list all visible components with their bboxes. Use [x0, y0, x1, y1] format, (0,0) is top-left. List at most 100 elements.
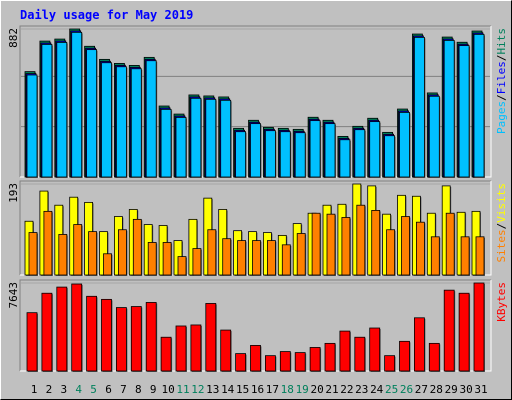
bar: [460, 236, 470, 276]
bar: [88, 231, 97, 276]
bar: [26, 74, 38, 178]
panel-frame: [19, 279, 491, 371]
x-tick-label: 10: [161, 383, 174, 396]
bar: [309, 120, 321, 178]
bar: [222, 238, 232, 276]
x-tick-label: 17: [266, 383, 279, 396]
x-tick-label: 24: [370, 383, 384, 396]
bar: [101, 298, 112, 372]
bar: [475, 236, 485, 276]
bar: [401, 216, 410, 276]
panel-frame: [19, 25, 491, 177]
bar: [384, 355, 396, 372]
bar: [369, 327, 381, 372]
bar: [356, 204, 366, 276]
bar: [205, 303, 217, 372]
bar: [324, 342, 336, 372]
bar: [43, 210, 53, 276]
bar: [339, 330, 351, 372]
bar: [281, 244, 291, 276]
bar: [294, 352, 306, 372]
x-tick-label: 27: [415, 383, 428, 396]
bar: [326, 213, 336, 276]
bar: [190, 97, 202, 178]
x-tick-label: 26: [400, 383, 413, 396]
bar: [116, 307, 127, 372]
x-tick-label: 25: [385, 383, 398, 396]
bar: [207, 229, 217, 276]
bar: [103, 253, 112, 276]
x-tick-label: 30: [459, 383, 472, 396]
y-max-label: 7643: [7, 282, 20, 309]
bar: [279, 351, 291, 372]
x-tick-label: 15: [236, 383, 249, 396]
bar: [220, 329, 232, 372]
bar: [145, 60, 157, 178]
legend-entry: Sites: [495, 229, 508, 262]
bar: [28, 232, 38, 276]
bar: [41, 292, 53, 372]
bar: [147, 242, 157, 276]
bar: [443, 289, 455, 372]
x-tick-label: 1: [31, 383, 38, 396]
legend-separator: /: [495, 55, 508, 62]
bar: [71, 31, 83, 178]
x-tick-label: 14: [221, 383, 235, 396]
bar: [175, 117, 187, 178]
bar: [458, 45, 470, 178]
bar: [266, 240, 276, 276]
x-tick-label: 5: [90, 383, 97, 396]
x-tick-label: 22: [340, 383, 353, 396]
bar: [311, 212, 321, 276]
bar: [86, 49, 97, 178]
bar: [145, 302, 157, 372]
bar: [56, 42, 68, 178]
legend-entry: Hits: [495, 28, 508, 55]
bar: [428, 95, 440, 178]
bar: [339, 139, 351, 178]
bar: [73, 224, 83, 276]
bar: [264, 355, 276, 372]
bar: [235, 353, 247, 372]
bar: [190, 324, 202, 372]
bar: [160, 108, 172, 178]
bar: [428, 342, 440, 372]
bar: [458, 292, 470, 372]
bar: [237, 240, 247, 276]
bar: [445, 212, 455, 276]
legend-separator: /: [495, 94, 508, 101]
x-tick-label: 18: [281, 383, 294, 396]
bar: [205, 98, 217, 178]
x-tick-label: 28: [430, 383, 443, 396]
bar: [386, 229, 396, 276]
legend-entry: Pages: [495, 101, 508, 134]
bar: [399, 111, 410, 178]
y-max-label: 882: [7, 28, 20, 48]
chart-title: Daily usage for May 2019: [20, 8, 193, 22]
bar: [160, 336, 172, 372]
x-tick-label: 7: [120, 383, 127, 396]
x-tick-label: 23: [355, 383, 368, 396]
bar: [132, 218, 142, 276]
bar: [71, 283, 83, 372]
x-tick-label: 6: [105, 383, 112, 396]
bar: [162, 242, 172, 276]
bar: [354, 336, 366, 372]
bar: [415, 221, 425, 276]
x-tick-label: 29: [445, 383, 458, 396]
bar: [264, 130, 276, 178]
bar: [430, 236, 440, 276]
panel-frame: [19, 180, 491, 275]
legend-entry: KBytes: [495, 282, 508, 322]
bar: [250, 345, 261, 372]
x-tick-label: 31: [474, 383, 487, 396]
bar: [41, 44, 53, 178]
bar: [369, 121, 381, 178]
legend-separator: /: [495, 223, 508, 230]
bar: [235, 131, 247, 178]
bar: [252, 240, 261, 276]
bar: [294, 132, 306, 178]
x-tick-label: 13: [206, 383, 219, 396]
bar: [473, 33, 485, 178]
